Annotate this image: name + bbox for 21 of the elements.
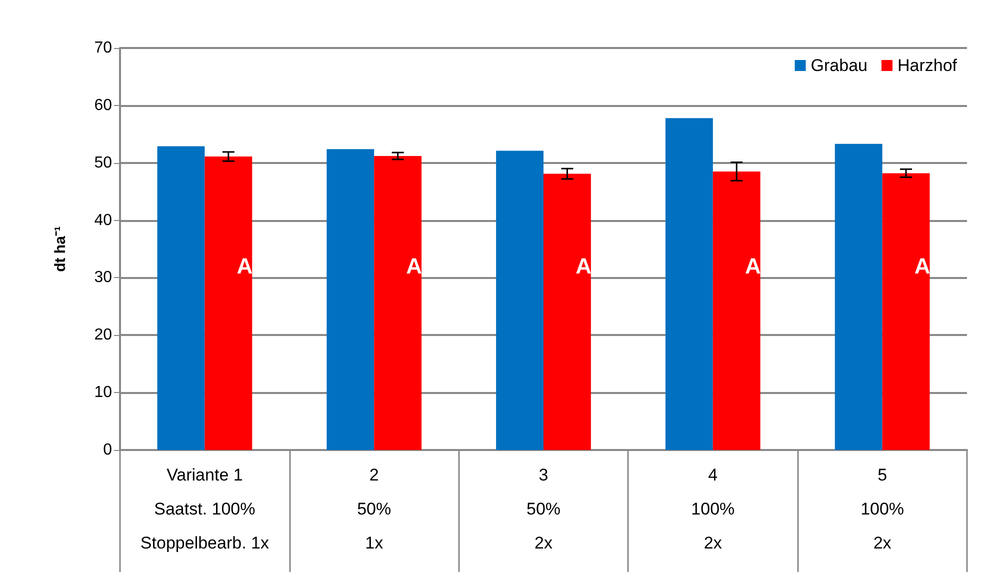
x-tick-label: 5 100% 2x	[860, 466, 904, 552]
y-tick-label: 60	[94, 96, 112, 114]
y-tick-label: 70	[94, 40, 112, 56]
y-tick-label: 10	[94, 384, 112, 402]
y-tick-label: 30	[94, 269, 112, 286]
y-tick-label: 40	[94, 212, 112, 229]
annotation: A	[744, 254, 761, 279]
x-tick-label: 2 50% 1x	[357, 466, 392, 552]
legend-label: Harzhof	[897, 56, 958, 75]
y-tick-label: 0	[103, 442, 112, 458]
annotation: A	[914, 254, 930, 279]
legend-label: Grabau	[810, 56, 868, 75]
x-tick-label: 3 50% 2x	[526, 466, 561, 552]
y-tick-label: 50	[94, 154, 112, 172]
y-tick-label: 20	[94, 326, 112, 344]
annotation: A	[406, 254, 422, 279]
y-axis-title: dt ha⁻¹	[52, 226, 69, 272]
x-tick-label: 4 100% 2x	[691, 466, 735, 552]
annotation: A	[576, 254, 592, 279]
annotation: A	[236, 254, 253, 279]
x-tick-label: Variante 1 Saatst. 100% Stoppelbearb. 1x	[140, 466, 270, 552]
